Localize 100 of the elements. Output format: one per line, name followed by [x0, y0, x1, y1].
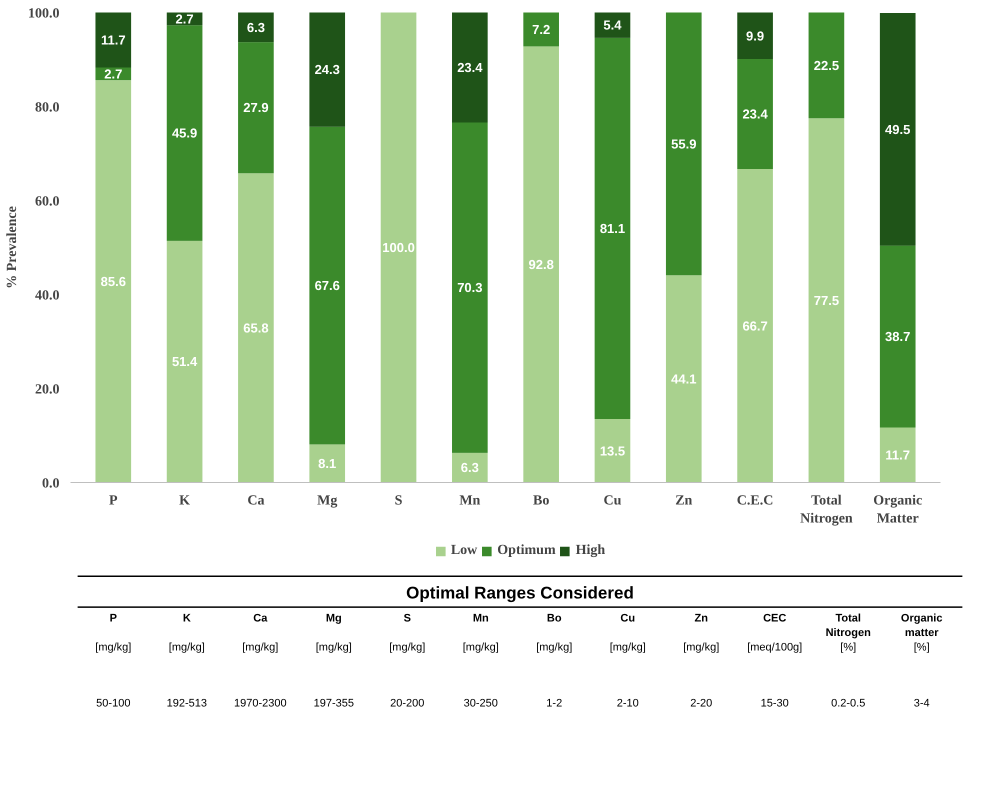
bar	[737, 59, 773, 170]
data-label: 7.2	[532, 22, 550, 37]
y-tick-label: 0.0	[42, 476, 60, 492]
data-label: 49.5	[885, 122, 910, 137]
legend-label: Optimum	[497, 543, 556, 559]
bar	[95, 12, 132, 68]
bar	[452, 122, 488, 453]
text: S	[404, 612, 411, 625]
text: [mg/kg]	[168, 642, 205, 654]
text: Organic matter	[900, 612, 942, 640]
bar	[452, 12, 488, 122]
data-label: 45.9	[172, 126, 198, 141]
bar	[523, 46, 559, 482]
text: 2-10	[616, 697, 639, 710]
bar	[166, 240, 202, 482]
text: [mg/kg]	[536, 642, 572, 654]
text: [mg/kg]	[316, 642, 352, 654]
data-label: 24.3	[314, 62, 340, 78]
data-label: 22.5	[814, 58, 840, 73]
data-label: 11.7	[100, 32, 126, 48]
data-label: 81.1	[600, 220, 626, 236]
bar	[808, 118, 844, 482]
bar	[594, 419, 630, 482]
data-label: 100.0	[382, 240, 415, 255]
x-tick-label: Zn	[675, 494, 693, 508]
data-label: 67.6	[314, 278, 340, 294]
text: 50-100	[96, 697, 130, 710]
text: P	[110, 612, 117, 625]
text: Cu	[620, 612, 636, 625]
bar	[309, 12, 346, 127]
data-label: 65.8	[243, 320, 269, 336]
bar	[880, 246, 916, 428]
text: 15-30	[760, 697, 789, 710]
text: 3-4	[914, 697, 930, 710]
bar	[737, 169, 773, 482]
data-label: 9.9	[746, 28, 764, 44]
data-label: 51.4	[172, 354, 198, 370]
data-label: 2.7	[176, 11, 194, 26]
x-tick-label: S	[394, 494, 403, 508]
bar	[523, 12, 559, 46]
text: K	[182, 612, 191, 625]
bar	[737, 12, 773, 60]
data-label: 6.3	[460, 460, 479, 476]
bar	[166, 25, 202, 241]
text: Optimal Ranges Considered	[406, 584, 634, 603]
data-label: 2.7	[104, 66, 122, 82]
data-label: 13.5	[600, 443, 626, 458]
text: CEC	[763, 612, 786, 625]
text: 30-250	[464, 697, 498, 710]
y-tick-label: 40.0	[35, 288, 60, 304]
bar	[594, 12, 630, 38]
x-tick-label: C.E.C	[736, 494, 774, 508]
data-label: 38.7	[885, 329, 910, 344]
y-tick-label: 100.0	[28, 6, 60, 22]
x-tick-label: Mg	[317, 494, 338, 508]
text: 1970-2300	[234, 697, 287, 710]
text: [mg/kg]	[610, 642, 646, 654]
text: [%]	[914, 642, 930, 654]
x-tick-label: Cu	[604, 494, 622, 508]
x-tick-label: Organic Matter	[873, 494, 922, 526]
text: Ca	[253, 612, 268, 625]
y-tick-label: 80.0	[35, 100, 60, 116]
text: Mn	[472, 612, 489, 625]
text: 1-2	[546, 697, 562, 710]
text: [mg/kg]	[242, 642, 278, 654]
text: [mg/kg]	[683, 642, 720, 654]
y-tick-label: 20.0	[35, 382, 60, 398]
data-label: 8.1	[318, 456, 336, 471]
text: 197-355	[314, 697, 354, 710]
text: [mg/kg]	[462, 642, 499, 654]
bar	[238, 42, 274, 174]
text: 0.2-0.5	[831, 697, 866, 710]
bar	[309, 126, 346, 444]
bar	[95, 80, 132, 482]
text: [mg/kg]	[95, 642, 132, 654]
bar	[666, 12, 702, 276]
data-label: 23.4	[742, 106, 769, 122]
x-tick-label: Total Nitrogen	[800, 494, 853, 526]
bar	[808, 12, 844, 118]
data-label: 85.6	[100, 274, 126, 289]
bar	[594, 38, 630, 420]
text: 2-20	[690, 697, 712, 710]
x-tick-label: K	[179, 494, 190, 508]
x-tick-label: P	[109, 494, 118, 508]
bar	[666, 275, 702, 482]
data-label: 70.3	[457, 280, 483, 296]
x-tick-label: Ca	[247, 494, 264, 508]
legend-label: Low	[450, 543, 478, 559]
data-label: 6.3	[246, 20, 265, 35]
bar	[880, 12, 916, 246]
data-label: 27.9	[243, 100, 269, 116]
text: Bo	[546, 612, 562, 625]
text: Zn	[694, 612, 708, 625]
data-label: 23.4	[457, 60, 484, 75]
data-label: 55.9	[671, 136, 696, 152]
legend-label: High	[576, 543, 606, 559]
data-label: 77.5	[814, 292, 840, 308]
data-label: 5.4	[603, 18, 622, 33]
bar	[380, 12, 416, 482]
text: [%]	[840, 642, 856, 654]
